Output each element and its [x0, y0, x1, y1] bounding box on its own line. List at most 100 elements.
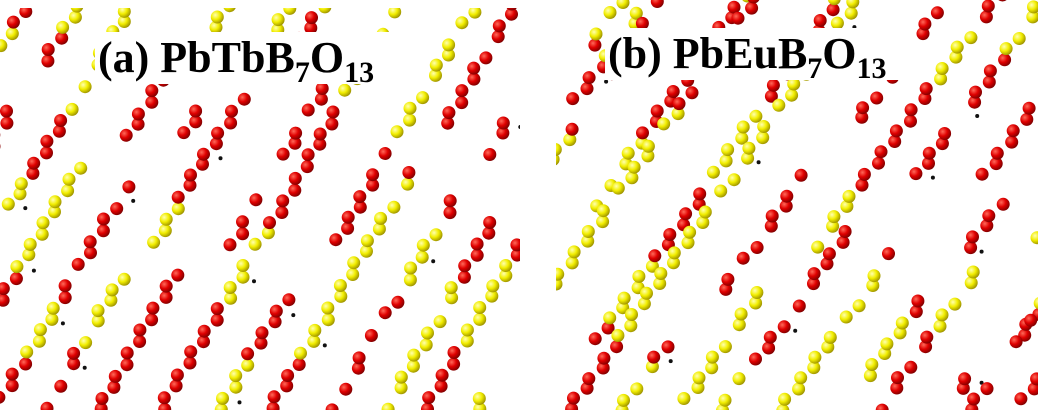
atom — [904, 115, 917, 128]
atom — [853, 299, 866, 312]
atom — [567, 392, 580, 405]
atom — [562, 152, 575, 165]
atom — [865, 358, 878, 371]
atom — [793, 300, 806, 313]
atom — [663, 228, 676, 241]
atom — [7, 16, 20, 29]
atom — [931, 6, 944, 19]
atom — [281, 369, 294, 382]
atom — [732, 12, 745, 25]
atom — [325, 118, 338, 131]
atom — [484, 169, 497, 182]
atom — [132, 108, 145, 121]
atom — [341, 222, 354, 235]
atom — [521, 403, 534, 410]
atom — [720, 154, 733, 167]
atom — [366, 168, 379, 181]
atom — [118, 273, 131, 286]
atom — [649, 234, 662, 247]
atom — [241, 359, 254, 372]
atom — [477, 373, 490, 386]
atom — [41, 402, 54, 410]
atom — [767, 79, 780, 92]
atom — [868, 269, 881, 282]
atom — [365, 403, 378, 410]
atom — [991, 147, 1004, 160]
atom — [786, 0, 799, 5]
atom — [651, 105, 664, 118]
atom — [20, 346, 33, 359]
atom — [565, 303, 578, 316]
atom — [597, 352, 610, 365]
atom — [735, 308, 748, 321]
atom — [374, 212, 387, 225]
atom — [211, 11, 224, 24]
atom — [911, 295, 924, 308]
atom — [324, 331, 337, 344]
atom — [624, 319, 637, 332]
atom — [385, 245, 398, 258]
atom — [540, 360, 553, 373]
atom — [0, 105, 13, 118]
atom — [966, 230, 979, 243]
atom — [640, 287, 653, 300]
atom — [442, 38, 455, 51]
atom — [582, 225, 595, 238]
atom — [975, 114, 979, 118]
atom — [211, 314, 224, 327]
label-main: (b) PbEuB — [608, 29, 807, 78]
atom — [145, 313, 158, 326]
atom — [225, 105, 238, 118]
atom — [680, 157, 693, 170]
atom — [683, 226, 696, 239]
atom — [435, 380, 448, 393]
atom — [468, 191, 481, 204]
atom — [584, 160, 588, 164]
atom — [223, 0, 236, 12]
atom — [416, 251, 429, 264]
atom — [382, 403, 395, 410]
atom — [342, 211, 355, 224]
atom — [964, 31, 977, 44]
atom — [282, 293, 295, 306]
atom — [702, 235, 715, 248]
atom — [667, 85, 680, 98]
atom — [484, 199, 488, 203]
atom — [107, 381, 120, 394]
atom — [839, 225, 852, 238]
atom — [651, 0, 664, 8]
atom — [632, 338, 645, 351]
atom — [145, 84, 158, 97]
atom — [565, 314, 578, 327]
atom — [612, 182, 625, 195]
atom — [41, 55, 54, 68]
atom — [648, 249, 661, 262]
atom — [158, 391, 171, 404]
atom — [918, 18, 931, 31]
atom — [379, 147, 392, 160]
atom — [604, 6, 617, 19]
atom — [515, 195, 528, 208]
atom — [460, 174, 473, 187]
atom — [407, 360, 420, 373]
atom — [399, 223, 412, 236]
atom — [59, 291, 72, 304]
label-sub: 13 — [344, 56, 374, 89]
atom — [549, 143, 562, 156]
atom — [589, 332, 602, 345]
atom — [630, 382, 643, 395]
atom — [435, 0, 448, 2]
atom — [172, 202, 185, 215]
atom — [36, 228, 49, 241]
atom — [391, 125, 404, 138]
atom — [524, 217, 537, 230]
atom — [66, 103, 79, 116]
atom — [0, 117, 13, 130]
atom — [0, 391, 5, 404]
atom — [618, 292, 631, 305]
atom — [636, 126, 649, 139]
atom — [967, 393, 980, 406]
atom — [923, 147, 936, 160]
atom — [61, 184, 74, 197]
atom — [236, 215, 249, 228]
